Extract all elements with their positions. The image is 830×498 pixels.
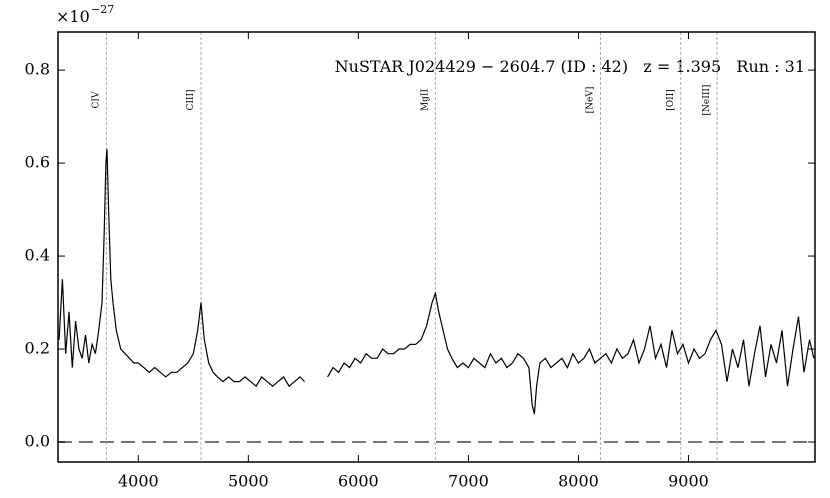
y-tick-label: 0.2 (25, 339, 50, 358)
scale-label: ×10 (56, 7, 90, 26)
x-tick-label: 8000 (558, 472, 599, 491)
y-tick-label: 0.8 (25, 60, 50, 79)
emission-line-label: [NeIII] (702, 85, 712, 116)
emission-line-label: CIII] (186, 89, 196, 110)
plot-frame (57, 31, 816, 463)
emission-line-label: [NeV] (585, 87, 595, 114)
y-tick-label: 0.4 (25, 246, 50, 265)
x-tick-label: 9000 (668, 472, 709, 491)
x-tick-label: 6000 (338, 472, 379, 491)
x-tick-label: 5000 (228, 472, 269, 491)
emission-line-label: CIV (91, 91, 101, 108)
x-tick-label: 4000 (118, 472, 159, 491)
x-tick-label: 7000 (448, 472, 489, 491)
y-tick-label: 0.6 (25, 153, 50, 172)
chart-title: NuSTAR J024429 − 2604.7 (ID : 42) z = 1.… (335, 57, 805, 76)
emission-line-label: [OII] (666, 89, 676, 111)
emission-line-label: MgII (420, 89, 430, 112)
y-tick-label: 0.0 (25, 432, 50, 451)
scale-exponent: −27 (91, 3, 114, 16)
spectrum-line (58, 149, 815, 415)
